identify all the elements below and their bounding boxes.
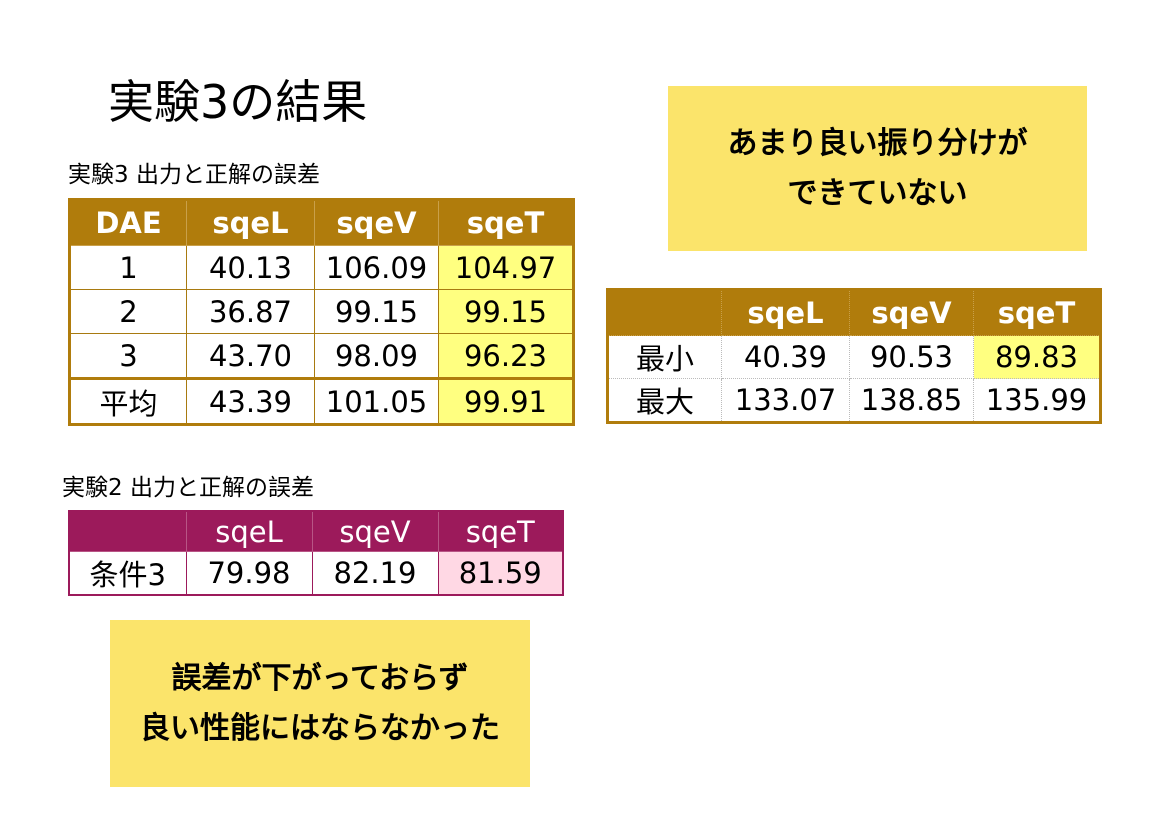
row: 2 36.87 99.15 99.15 [69, 289, 574, 334]
caption: 実験3 出力と正解の誤差 [68, 162, 320, 188]
row: 1 40.13 106.09 104.97 [69, 245, 574, 290]
range-table: sqeL sqeV sqeT 最小 40.39 90.53 89.83 最大 133.07 138… [606, 288, 1102, 424]
cell: 138.85 [849, 378, 974, 423]
cell: 82.19 [311, 551, 439, 596]
cell: 99.15 [314, 289, 439, 334]
cell: 90.53 [849, 335, 974, 379]
cell: 3 [69, 333, 187, 379]
header-cell: DAE [69, 199, 187, 246]
cell: 101.05 [314, 377, 439, 425]
note: あまり良い振り分けが できていない [668, 86, 1087, 251]
row: 最小 40.39 90.53 89.83 [607, 335, 1101, 379]
note-line: 誤差が下がっておらず [171, 660, 469, 696]
cell: 1 [69, 245, 187, 290]
note: 誤差が下がっておらず 良い性能にはならなかった [110, 620, 530, 787]
row: 最大 133.07 138.85 135.99 [607, 378, 1101, 423]
cell: 条件3 [68, 551, 187, 596]
row: 3 43.70 98.09 96.23 [69, 333, 574, 379]
row: 条件3 79.98 82.19 81.59 [68, 551, 564, 596]
note-line: 良い性能にはならなかった [140, 710, 500, 746]
header-cell: sqeL [721, 289, 850, 336]
header-cell: sqeT [438, 199, 574, 246]
note-line: できていない [787, 175, 968, 211]
header-cell [607, 289, 722, 336]
cell: 89.83 [973, 335, 1101, 379]
cell: 36.87 [186, 289, 315, 334]
exp3-table: DAE sqeL sqeV sqeT 1 40.13 106.09 104.97 2 36.87 9… [68, 198, 575, 426]
cell: 最小 [607, 335, 722, 379]
note-line: あまり良い振り分けが [727, 125, 1028, 161]
cell: 98.09 [314, 333, 439, 379]
cell: 96.23 [438, 333, 574, 379]
cell: 104.97 [438, 245, 574, 290]
header-cell: sqeL [186, 199, 315, 246]
cell: 43.39 [186, 377, 315, 425]
header-row: sqeL sqeV sqeT [607, 289, 1101, 336]
exp2-table: sqeL sqeV sqeT 条件3 79.98 82.19 81.59 [68, 510, 564, 596]
header-row: DAE sqeL sqeV sqeT [69, 199, 574, 246]
header-cell: sqeT [973, 289, 1101, 336]
cell: 79.98 [185, 551, 313, 596]
cell: 81.59 [437, 551, 564, 596]
header-cell: sqeV [311, 510, 439, 552]
cell: 135.99 [973, 378, 1101, 423]
cell: 99.15 [438, 289, 574, 334]
header-row: sqeL sqeV sqeT [68, 510, 564, 552]
cell: 99.91 [438, 377, 574, 425]
header-cell [68, 510, 187, 552]
cell: 平均 [69, 377, 187, 425]
header-cell: sqeV [849, 289, 974, 336]
row: 平均 43.39 101.05 99.91 [69, 377, 574, 425]
header-cell: sqeL [185, 510, 313, 552]
cell: 40.39 [721, 335, 850, 379]
cell: 40.13 [186, 245, 315, 290]
title: 実験3の結果 [108, 75, 368, 129]
cell: 43.70 [186, 333, 315, 379]
cell: 最大 [607, 378, 722, 423]
cell: 106.09 [314, 245, 439, 290]
caption: 実験2 出力と正解の誤差 [62, 475, 314, 501]
cell: 2 [69, 289, 187, 334]
header-cell: sqeT [437, 510, 564, 552]
header-cell: sqeV [314, 199, 439, 246]
cell: 133.07 [721, 378, 850, 423]
